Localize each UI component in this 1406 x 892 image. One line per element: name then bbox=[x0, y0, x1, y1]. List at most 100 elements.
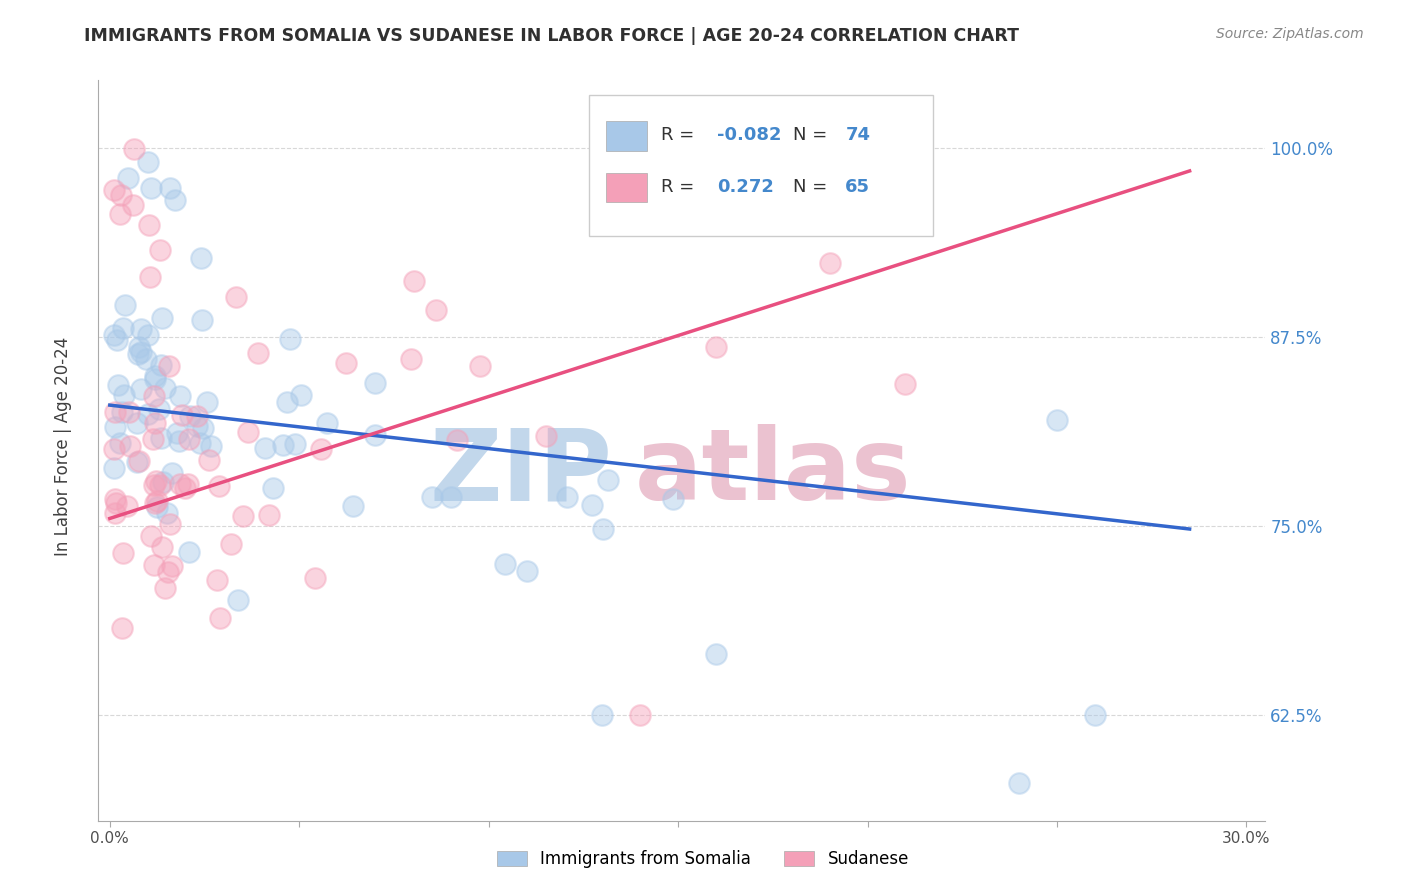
Point bbox=[179, 409, 201, 423]
Point bbox=[284, 437, 307, 451]
Point bbox=[316, 416, 339, 430]
Point bbox=[591, 707, 613, 722]
Point bbox=[149, 477, 172, 491]
Point bbox=[200, 439, 222, 453]
Text: IMMIGRANTS FROM SOMALIA VS SUDANESE IN LABOR FORCE | AGE 20-24 CORRELATION CHART: IMMIGRANTS FROM SOMALIA VS SUDANESE IN L… bbox=[84, 27, 1019, 45]
Point bbox=[136, 154, 159, 169]
Point bbox=[169, 476, 191, 491]
Point bbox=[190, 313, 212, 327]
Point bbox=[425, 303, 447, 318]
Point bbox=[142, 432, 165, 446]
Point bbox=[143, 417, 166, 431]
Point bbox=[145, 474, 167, 488]
Point bbox=[399, 351, 422, 366]
Text: R =: R = bbox=[661, 178, 706, 196]
FancyBboxPatch shape bbox=[606, 121, 647, 151]
Point bbox=[186, 409, 208, 423]
Point bbox=[143, 372, 166, 386]
Point bbox=[198, 452, 221, 467]
Point bbox=[159, 181, 181, 195]
Point bbox=[103, 183, 125, 197]
Point bbox=[145, 496, 167, 510]
Point bbox=[127, 347, 149, 361]
FancyBboxPatch shape bbox=[606, 173, 647, 202]
Point bbox=[112, 321, 135, 335]
Point bbox=[108, 207, 131, 221]
Text: N =: N = bbox=[793, 126, 832, 145]
Text: ZIP: ZIP bbox=[429, 425, 612, 521]
Text: Source: ZipAtlas.com: Source: ZipAtlas.com bbox=[1216, 27, 1364, 41]
Point bbox=[205, 573, 228, 587]
Point bbox=[142, 558, 165, 573]
Text: N =: N = bbox=[793, 178, 832, 196]
Point bbox=[662, 492, 685, 507]
Point bbox=[112, 388, 135, 402]
Point bbox=[818, 256, 841, 270]
Point bbox=[262, 481, 284, 495]
Point bbox=[111, 621, 134, 635]
Point bbox=[195, 394, 218, 409]
Point bbox=[112, 546, 135, 560]
Point bbox=[135, 351, 157, 366]
Point bbox=[146, 500, 169, 514]
Point bbox=[103, 461, 125, 475]
Point bbox=[105, 333, 128, 347]
Point bbox=[105, 496, 128, 510]
Point bbox=[257, 508, 280, 522]
Point bbox=[150, 310, 173, 325]
Point bbox=[704, 340, 727, 354]
Point bbox=[208, 611, 231, 625]
Point bbox=[103, 442, 125, 456]
Point bbox=[290, 387, 312, 401]
Point bbox=[169, 389, 191, 403]
Point bbox=[143, 477, 166, 491]
Point bbox=[446, 434, 468, 448]
Point bbox=[238, 425, 260, 440]
Point bbox=[157, 565, 180, 579]
Point bbox=[159, 517, 181, 532]
Point bbox=[103, 506, 125, 520]
Point bbox=[121, 198, 143, 212]
Point bbox=[271, 438, 294, 452]
Text: atlas: atlas bbox=[636, 425, 912, 521]
Point bbox=[125, 455, 148, 469]
Text: 0.272: 0.272 bbox=[717, 178, 773, 196]
Point bbox=[364, 376, 387, 390]
Point bbox=[111, 405, 134, 419]
Point bbox=[591, 164, 613, 178]
Point bbox=[146, 494, 169, 508]
Point bbox=[125, 416, 148, 430]
FancyBboxPatch shape bbox=[589, 95, 932, 235]
Point bbox=[104, 405, 127, 419]
Point bbox=[153, 581, 176, 595]
Point bbox=[114, 298, 136, 312]
Text: 65: 65 bbox=[845, 178, 870, 196]
Point bbox=[117, 170, 139, 185]
Point bbox=[104, 419, 127, 434]
Point bbox=[136, 327, 159, 342]
Point bbox=[157, 359, 180, 373]
Point bbox=[141, 529, 163, 543]
Point bbox=[402, 274, 425, 288]
Point bbox=[186, 419, 208, 434]
Point bbox=[138, 407, 160, 421]
Point bbox=[172, 408, 194, 422]
Point bbox=[191, 421, 214, 435]
Point bbox=[150, 431, 173, 445]
Point bbox=[232, 508, 254, 523]
Point bbox=[150, 358, 173, 372]
Point bbox=[118, 405, 141, 419]
Text: R =: R = bbox=[661, 126, 700, 145]
Point bbox=[118, 439, 141, 453]
Point bbox=[107, 377, 129, 392]
Point bbox=[516, 565, 538, 579]
Point bbox=[129, 345, 152, 359]
Point bbox=[704, 648, 727, 662]
Point bbox=[162, 558, 184, 573]
Point bbox=[420, 490, 443, 504]
Point bbox=[103, 327, 125, 342]
Point bbox=[148, 402, 170, 417]
Point bbox=[128, 340, 150, 354]
Point bbox=[115, 499, 138, 513]
Point bbox=[129, 382, 152, 396]
